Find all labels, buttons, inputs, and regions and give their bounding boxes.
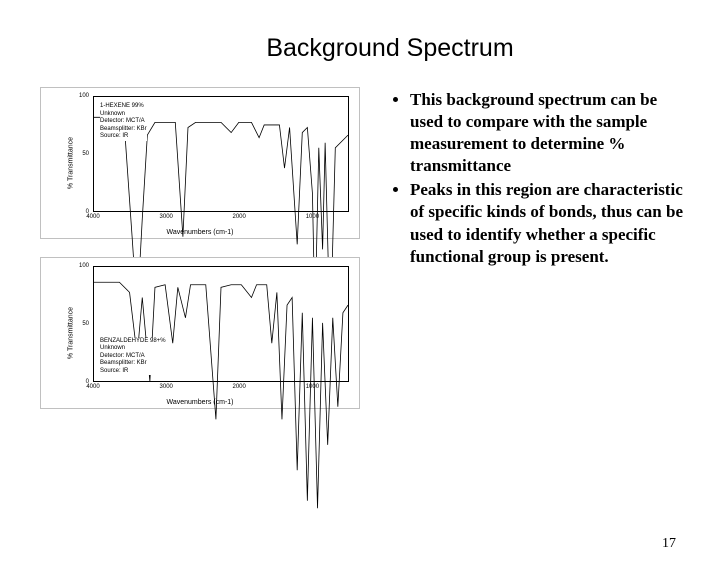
chart1-legend-line: Unknown	[100, 111, 147, 119]
chart1-xticks: 4000 3000 2000 1000	[93, 214, 349, 224]
chart1-xtick: 2000	[232, 214, 245, 220]
chart2-yticks: 0 50 100	[77, 266, 91, 382]
chart2-xlabel: Wavenumbers (cm-1)	[166, 399, 233, 406]
chart1-legend: 1-HEXENE 99% Unknown Detector: MCT/A Bea…	[100, 103, 147, 141]
page-title: Background Spectrum	[60, 34, 720, 63]
chart2-xtick: 3000	[160, 384, 173, 390]
chart1-legend-line: Source: IR	[100, 133, 147, 141]
chart1-legend-line: 1-HEXENE 99%	[100, 103, 147, 111]
chart1-xtick: 4000	[86, 214, 99, 220]
chart2-plot-area: BENZALDEHYDE 98+% Unknown Detector: MCT/…	[93, 266, 349, 382]
bullet-list: This background spectrum can be used to …	[386, 89, 690, 268]
chart2-legend-line: Detector: MCT/A	[100, 353, 166, 361]
chart1-ytick: 100	[79, 93, 89, 99]
chart2-xtick: 4000	[86, 384, 99, 390]
bullet-item: This background spectrum can be used to …	[410, 89, 690, 177]
chart2-ylabel: % Transmittance	[68, 307, 75, 359]
chart2-legend: BENZALDEHYDE 98+% Unknown Detector: MCT/…	[100, 338, 166, 376]
chart2-path	[94, 282, 348, 508]
chart2-ytick: 100	[79, 263, 89, 269]
chart1-legend-line: Detector: MCT/A	[100, 118, 147, 126]
spectrum-chart-2: % Transmittance 0 50 100 BENZALDEHYDE 98…	[40, 257, 360, 409]
chart1-yticks: 0 50 100	[77, 96, 91, 212]
chart1-ytick: 50	[82, 151, 89, 157]
spectrum-chart-1: % Transmittance 0 50 100 1-HEXENE 99% Un…	[40, 87, 360, 239]
chart1-legend-line: Beamsplitter: KBr	[100, 126, 147, 134]
chart2-legend-line: Beamsplitter: KBr	[100, 360, 166, 368]
bullets-column: This background spectrum can be used to …	[370, 87, 690, 427]
page-number: 17	[662, 536, 676, 552]
bullet-item: Peaks in this region are characteristic …	[410, 179, 690, 267]
chart1-plot-area: 1-HEXENE 99% Unknown Detector: MCT/A Bea…	[93, 96, 349, 212]
chart1-xlabel: Wavenumbers (cm-1)	[166, 229, 233, 236]
chart1-ylabel: % Transmittance	[68, 137, 75, 189]
chart1-xtick: 1000	[306, 214, 319, 220]
charts-column: % Transmittance 0 50 100 1-HEXENE 99% Un…	[40, 87, 370, 427]
chart2-ytick: 50	[82, 321, 89, 327]
chart2-line	[94, 267, 348, 521]
chart2-legend-line: Source: IR	[100, 368, 166, 376]
chart2-legend-line: Unknown	[100, 345, 166, 353]
chart2-xticks: 4000 3000 2000 1000	[93, 384, 349, 394]
content-row: % Transmittance 0 50 100 1-HEXENE 99% Un…	[0, 87, 720, 427]
chart2-xtick: 1000	[306, 384, 319, 390]
chart2-legend-line: BENZALDEHYDE 98+%	[100, 338, 166, 346]
chart1-xtick: 3000	[160, 214, 173, 220]
chart2-xtick: 2000	[232, 384, 245, 390]
